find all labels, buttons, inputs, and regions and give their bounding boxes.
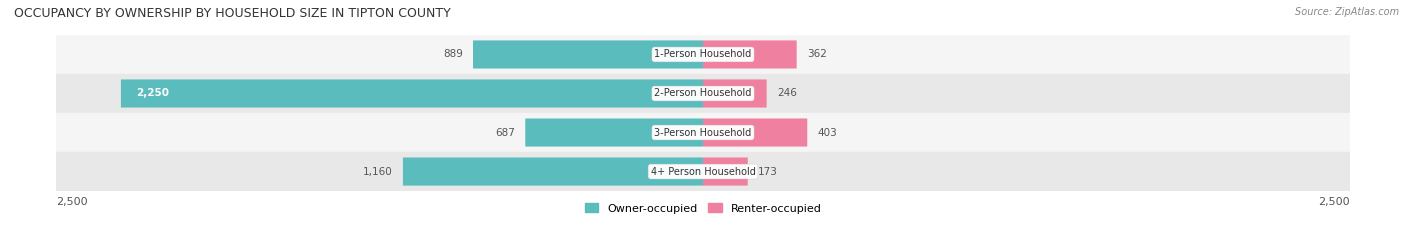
Text: Source: ZipAtlas.com: Source: ZipAtlas.com xyxy=(1295,7,1399,17)
Text: 2,500: 2,500 xyxy=(1319,197,1350,207)
Text: 3-Person Household: 3-Person Household xyxy=(654,127,752,137)
Text: 1-Person Household: 1-Person Household xyxy=(654,49,752,59)
Text: 403: 403 xyxy=(818,127,838,137)
Legend: Owner-occupied, Renter-occupied: Owner-occupied, Renter-occupied xyxy=(585,203,821,214)
Text: 687: 687 xyxy=(495,127,515,137)
Text: 2,250: 2,250 xyxy=(136,89,170,99)
Text: 2-Person Household: 2-Person Household xyxy=(654,89,752,99)
Text: 1,160: 1,160 xyxy=(363,167,392,177)
Text: OCCUPANCY BY OWNERSHIP BY HOUSEHOLD SIZE IN TIPTON COUNTY: OCCUPANCY BY OWNERSHIP BY HOUSEHOLD SIZE… xyxy=(14,7,451,20)
Text: 246: 246 xyxy=(778,89,797,99)
FancyBboxPatch shape xyxy=(472,40,703,69)
FancyBboxPatch shape xyxy=(526,118,703,147)
Bar xyxy=(56,113,1350,152)
FancyBboxPatch shape xyxy=(121,79,703,108)
FancyBboxPatch shape xyxy=(703,40,797,69)
Text: 2,500: 2,500 xyxy=(56,197,87,207)
Bar xyxy=(56,35,1350,74)
FancyBboxPatch shape xyxy=(404,158,703,186)
Text: 889: 889 xyxy=(443,49,463,59)
FancyBboxPatch shape xyxy=(703,118,807,147)
FancyBboxPatch shape xyxy=(703,79,766,108)
Bar xyxy=(56,152,1350,191)
Text: 362: 362 xyxy=(807,49,827,59)
Text: 173: 173 xyxy=(758,167,778,177)
FancyBboxPatch shape xyxy=(703,158,748,186)
Text: 4+ Person Household: 4+ Person Household xyxy=(651,167,755,177)
Bar xyxy=(56,74,1350,113)
